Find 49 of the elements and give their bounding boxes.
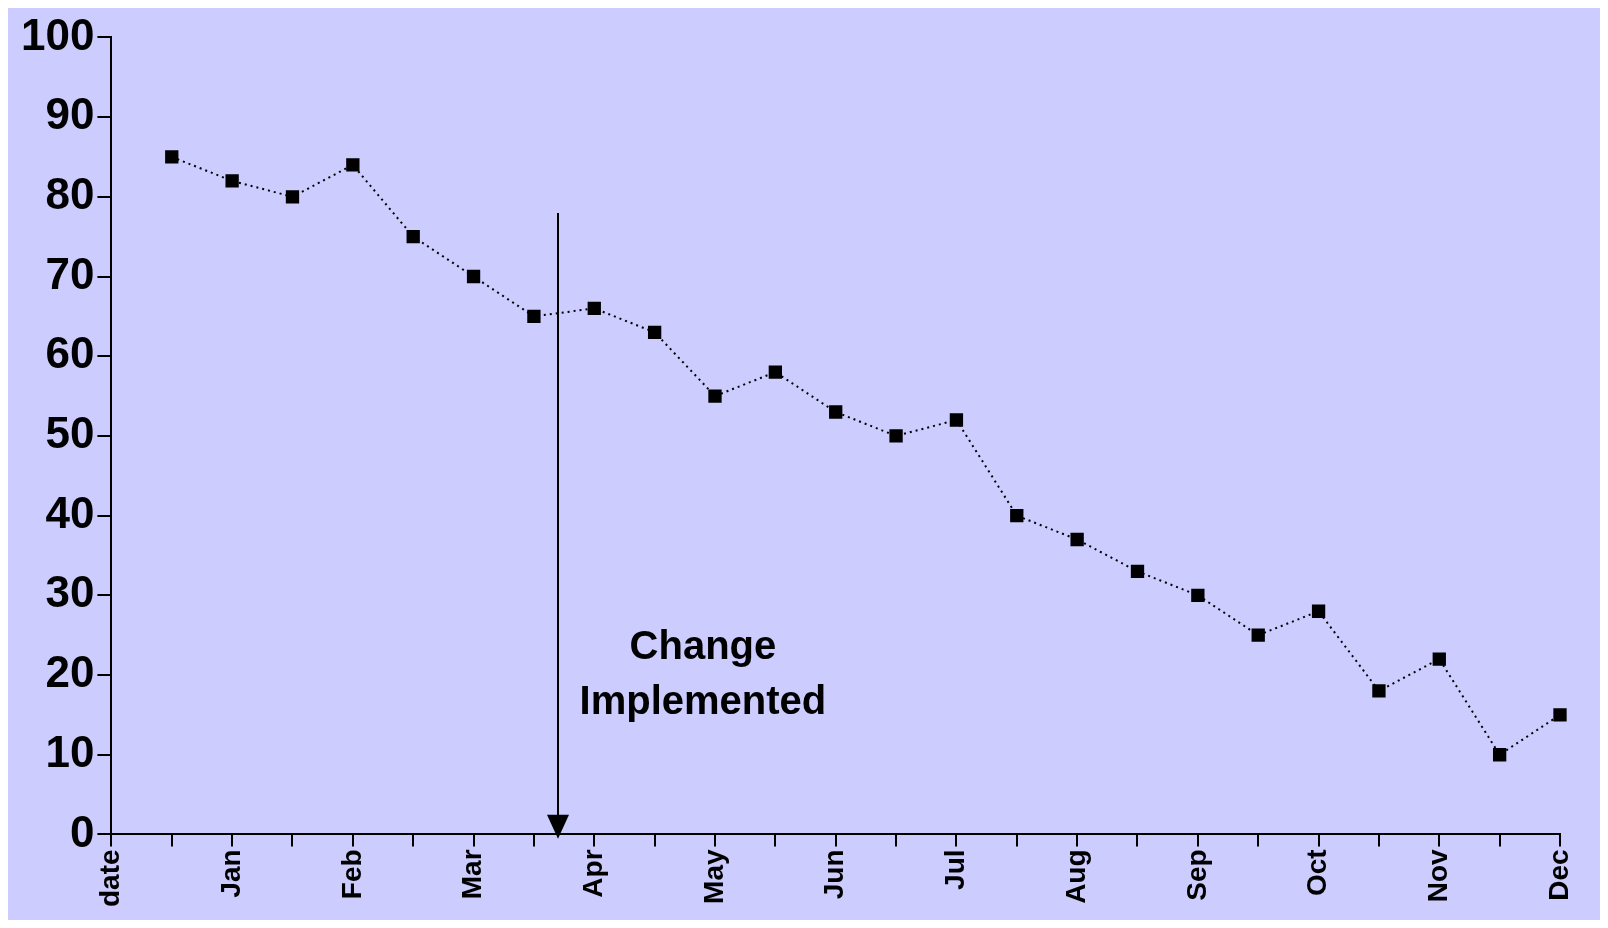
point [165,150,179,164]
point [647,325,662,339]
point [466,269,481,284]
y-tick-label: 90 [45,89,95,139]
x-tick-label: Nov [1422,849,1453,903]
point [406,230,420,244]
x-tick-label: Jul [939,849,971,890]
point [1130,564,1145,579]
y-tick-label: 0 [69,806,95,856]
point [1432,652,1446,666]
point [1553,708,1567,722]
y-tick-label: 50 [45,408,95,458]
point [768,365,783,379]
point [225,174,239,188]
y-tick-label: 20 [45,647,95,697]
point [1492,748,1507,762]
x-tick-label: Sep [1180,849,1212,901]
x-tick-label: date [94,849,126,908]
x-tick-label: Feb [335,849,367,900]
y-tick-label: 40 [45,487,95,537]
annotation: Change Implemented [579,623,827,723]
x-tick-label: Mar [456,849,488,900]
point [829,405,843,419]
point [889,429,903,443]
y-tick-label: 10 [45,726,95,776]
point [1372,684,1386,698]
y-tick-label: 80 [45,168,95,218]
y-tick-label: 100 [20,9,95,59]
x-tick-label: Jun [818,849,850,900]
x-tick-label: Apr [576,849,608,898]
point [708,389,722,403]
y-tick-label: 70 [45,248,95,298]
point [285,190,300,204]
point [949,413,964,427]
point [346,158,360,172]
point [527,309,541,324]
point [1191,588,1205,602]
point [1251,628,1265,642]
x-tick-label: Dec [1542,849,1574,901]
point [1311,604,1326,618]
x-tick-label: Oct [1301,849,1333,897]
point [587,301,601,316]
y-tick-label: 30 [45,567,95,617]
x-tick-label: May [697,849,729,904]
x-tick-label: Jan [214,849,246,898]
y-tick-label: 60 [45,328,95,378]
point [1010,508,1024,523]
x-tick-label: Aug [1059,849,1091,904]
point [1070,532,1084,547]
